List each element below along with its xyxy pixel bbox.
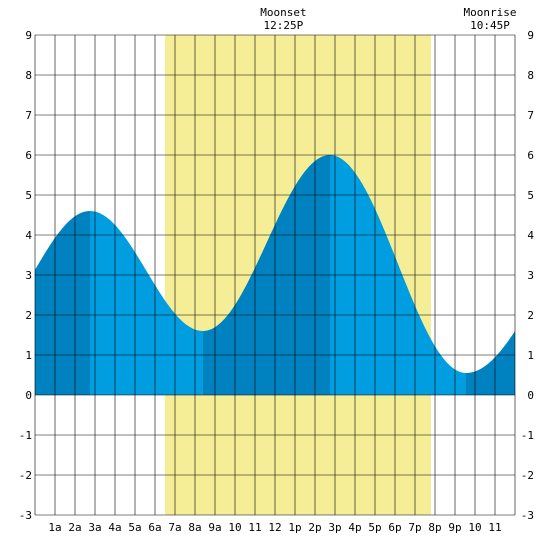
y-tick-label-left: 9 xyxy=(25,29,32,42)
x-tick-label: 10 xyxy=(228,521,241,534)
y-tick-label-right: 8 xyxy=(527,69,534,82)
x-tick-label: 8a xyxy=(188,521,201,534)
chart-grid xyxy=(34,34,516,516)
x-tick-label: 4a xyxy=(108,521,121,534)
x-tick-label: 11 xyxy=(248,521,261,534)
y-tick-label-right: 7 xyxy=(527,109,534,122)
y-tick-label-left: 2 xyxy=(25,309,32,322)
x-tick-label: 7p xyxy=(408,521,421,534)
y-tick-label-left: 8 xyxy=(25,69,32,82)
y-tick-label-right: -3 xyxy=(521,509,534,522)
y-tick-label-left: 6 xyxy=(25,149,32,162)
x-axis: 1a 2a 3a 4a 5a 6a 7a 8a 9a 10 11 12 1p 2p 3p 4p 5p 6p 7p 8p… xyxy=(48,521,501,534)
x-tick-label: 4p xyxy=(348,521,361,534)
y-tick-label-left: 4 xyxy=(25,229,32,242)
x-tick-label: 8p xyxy=(428,521,441,534)
y-tick-label-left: -2 xyxy=(19,469,32,482)
y-tick-label-left: 0 xyxy=(25,389,32,402)
y-tick-label-left: 7 xyxy=(25,109,32,122)
x-tick-label: 3a xyxy=(88,521,101,534)
y-tick-label-right: 2 xyxy=(527,309,534,322)
tide-segment xyxy=(466,331,515,395)
x-tick-label: 7a xyxy=(168,521,181,534)
y-tick-label-left: 3 xyxy=(25,269,32,282)
moon-event-time: 12:25P xyxy=(264,19,304,32)
x-tick-label: 1a xyxy=(48,521,61,534)
x-tick-label: 6p xyxy=(388,521,401,534)
y-tick-label-left: -1 xyxy=(19,429,32,442)
y-tick-label-right: 6 xyxy=(527,149,534,162)
y-tick-label-left: -3 xyxy=(19,509,32,522)
x-tick-label: 3p xyxy=(328,521,341,534)
y-tick-label-right: -1 xyxy=(521,429,534,442)
x-tick-label: 9p xyxy=(448,521,461,534)
y-tick-label-right: 1 xyxy=(527,349,534,362)
x-tick-label: 5a xyxy=(128,521,141,534)
x-tick-label: 2p xyxy=(308,521,321,534)
moon-event-label: Moonrise xyxy=(464,6,517,19)
moon-event-time: 10:45P xyxy=(470,19,510,32)
x-tick-label: 12 xyxy=(268,521,281,534)
x-tick-label: 5p xyxy=(368,521,381,534)
y-tick-label-left: 5 xyxy=(25,189,32,202)
x-tick-label: 6a xyxy=(148,521,161,534)
y-axis-right: -3 -2 -1 0 1 2 3 4 5 6 7 8 9 xyxy=(521,29,535,522)
x-tick-label: 9a xyxy=(208,521,221,534)
x-tick-label: 11 xyxy=(488,521,501,534)
y-tick-label-right: 5 xyxy=(527,189,534,202)
y-tick-label-left: 1 xyxy=(25,349,32,362)
y-tick-label-right: 4 xyxy=(527,229,534,242)
tide-segment xyxy=(35,211,90,395)
x-tick-label: 2a xyxy=(68,521,81,534)
y-tick-label-right: 0 xyxy=(527,389,534,402)
y-tick-label-right: -2 xyxy=(521,469,534,482)
y-axis-left: -3 -2 -1 0 1 2 3 4 5 6 7 8 9 xyxy=(19,29,33,522)
y-tick-label-right: 9 xyxy=(527,29,534,42)
x-tick-label: 1p xyxy=(288,521,301,534)
y-tick-label-right: 3 xyxy=(527,269,534,282)
moon-event-label: Moonset xyxy=(260,6,306,19)
x-tick-label: 10 xyxy=(468,521,481,534)
